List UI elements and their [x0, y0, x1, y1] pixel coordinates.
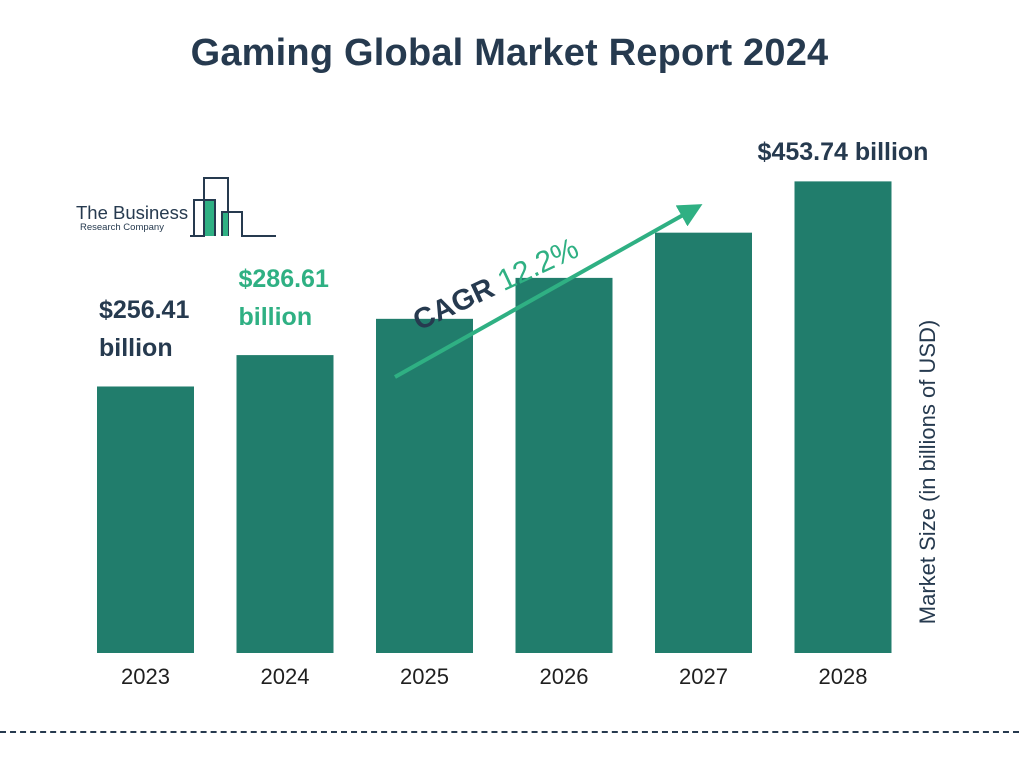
chart-title: Gaming Global Market Report 2024	[190, 32, 829, 74]
company-logo: The Business Research Company	[72, 176, 282, 240]
x-tick-label: 2026	[540, 664, 589, 689]
cagr-arrow	[394, 204, 703, 379]
bar-2026	[515, 277, 613, 653]
data-label-line: $453.74 billion	[757, 138, 929, 167]
data-label-line: billion	[238, 303, 313, 332]
bar-2023	[97, 386, 194, 653]
data-label-line: billion	[99, 334, 173, 363]
y-axis-label: Market Size (in billions of USD)	[915, 319, 940, 625]
x-tick-label: 2024	[261, 664, 310, 689]
data-label-2023: $256.41 billion	[99, 291, 189, 367]
logo-line1: The Business	[76, 202, 189, 223]
bar-2027	[655, 232, 752, 654]
x-tick-label: 2027	[679, 664, 728, 689]
data-label-line: $286.61	[238, 265, 329, 294]
bar-2024	[236, 355, 334, 653]
footer-divider	[0, 731, 1019, 733]
logo-buildings-icon	[190, 177, 276, 237]
data-label-2024: $286.61 billion	[239, 260, 329, 336]
bar-2025	[376, 318, 473, 653]
data-label-2028: $453.74 billion	[758, 133, 929, 171]
data-label-line: $256.41	[99, 296, 190, 325]
x-tick-label: 2025	[400, 664, 449, 689]
logo-line2: Research Company	[80, 222, 164, 233]
x-tick-label: 2023	[121, 664, 170, 689]
bar-2028	[794, 181, 892, 654]
x-tick-label: 2028	[819, 664, 868, 689]
